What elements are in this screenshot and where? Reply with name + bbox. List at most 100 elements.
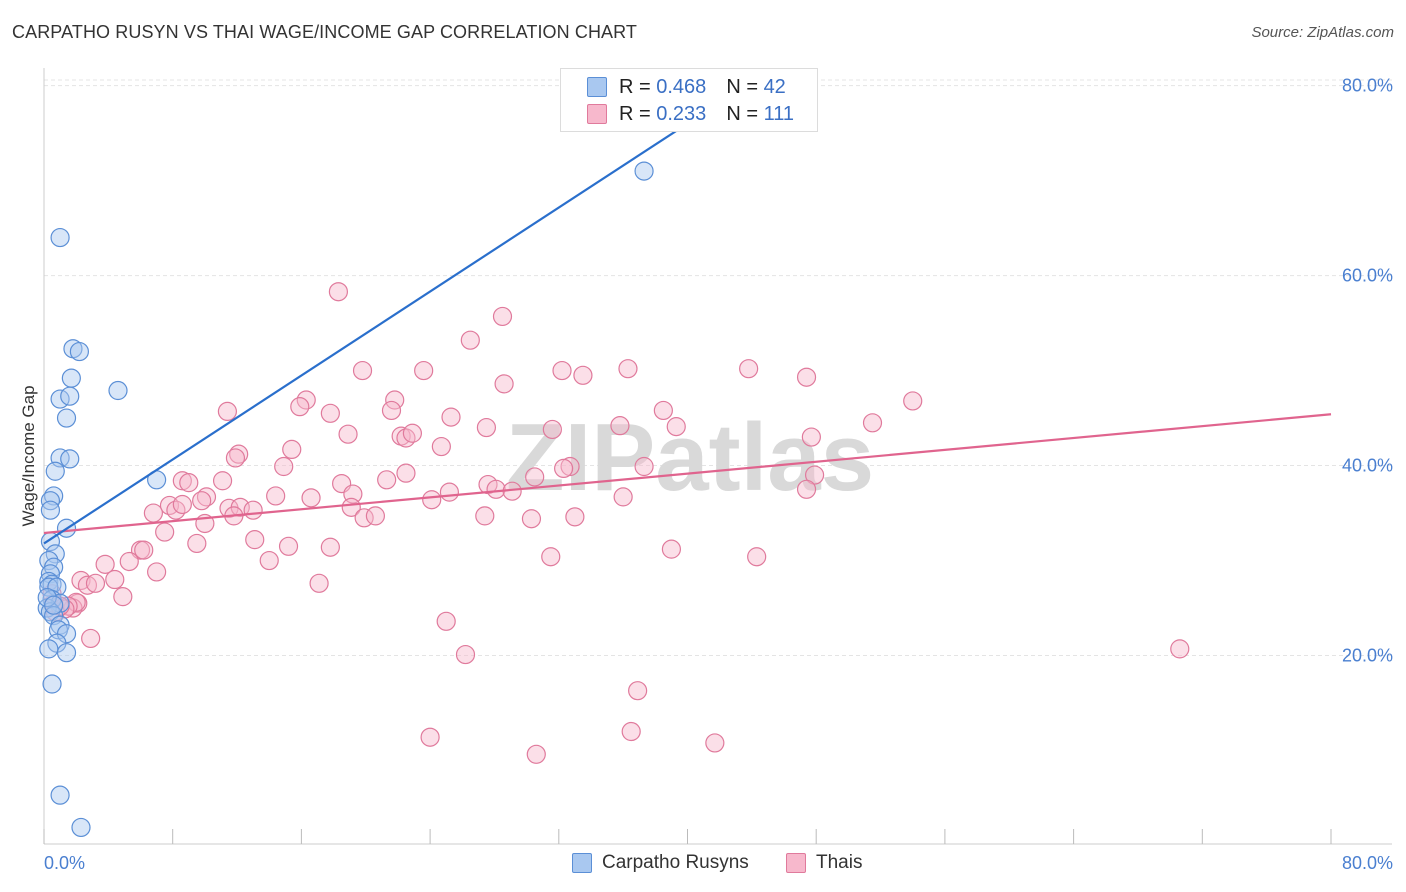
carpatho-rusyn-point (71, 817, 91, 838)
thai-point (796, 367, 817, 387)
legend-r-value: 0.468 (656, 75, 707, 98)
thai-point (494, 374, 514, 394)
thai-point (492, 306, 513, 327)
thais-trend-line (43, 413, 1332, 535)
thai-point (77, 575, 98, 595)
legend-row-carpatho: R = 0.468 N = 42 (587, 74, 786, 100)
legend-label: Thais (816, 852, 863, 873)
thai-point (554, 458, 574, 479)
thai-point (475, 506, 495, 526)
y-tick-label: 80.0% (1342, 76, 1393, 96)
thai-point (402, 423, 423, 443)
thai-point (179, 473, 199, 493)
x-tick-label: 80.0% (1342, 853, 1393, 873)
thai-point (338, 424, 358, 444)
thai-point (217, 401, 237, 422)
thai-point (431, 436, 451, 457)
blue-swatch-icon (572, 853, 592, 873)
thai-point (290, 397, 310, 417)
thai-point (155, 522, 175, 542)
thai-point (134, 540, 154, 560)
thais-points (42, 282, 1190, 764)
thai-point (365, 506, 386, 526)
thai-point (225, 448, 246, 468)
thai-point (229, 444, 249, 464)
legend-n-value: 111 (763, 102, 794, 125)
thai-point (460, 330, 480, 350)
axes (43, 68, 1392, 845)
thai-point (377, 470, 397, 490)
thai-point (541, 547, 561, 567)
pink-swatch-icon (786, 853, 806, 873)
thai-point (113, 587, 133, 607)
carpatho-rusyn-point (42, 674, 62, 694)
y-tick-label: 20.0% (1342, 646, 1393, 666)
thai-point (85, 573, 106, 593)
carpatho-rusyn-point (44, 595, 64, 615)
thai-point (747, 547, 767, 567)
thai-point (414, 360, 434, 381)
thai-point (739, 359, 759, 379)
thai-point (243, 500, 263, 520)
legend-row-thais: R = 0.233 N = 111 (587, 101, 794, 127)
thai-point (436, 611, 456, 631)
thai-point (81, 628, 101, 649)
source-label: Source: ZipAtlas.com (1251, 24, 1394, 41)
thai-point (613, 487, 633, 507)
thai-point (95, 554, 115, 574)
thai-point (526, 744, 546, 764)
legend-item-thais[interactable]: Thais (786, 852, 862, 874)
thai-point (618, 359, 638, 379)
carpatho-rusyn-point (50, 227, 70, 248)
legend-item-carpatho-rusyns[interactable]: Carpatho Rusyns (572, 852, 749, 874)
legend-n-value: 42 (763, 75, 786, 98)
y-tick-label: 60.0% (1342, 266, 1393, 286)
thai-point (301, 488, 321, 508)
thai-point (320, 537, 340, 557)
carpatho-rusyn-point (69, 341, 89, 362)
carpatho-rusyn-point (40, 500, 61, 520)
carpatho-rusyn-point (61, 368, 81, 388)
thai-point (119, 551, 139, 572)
blue-swatch-icon (587, 77, 607, 97)
stats-legend: R = 0.468 N = 42 R = 0.233 N = 111 (560, 68, 818, 132)
watermark: ZIPatlas (506, 404, 874, 511)
carpatho-rusyns-points (37, 161, 654, 838)
carpatho-rusyn-point (47, 577, 67, 597)
thai-point (381, 400, 402, 421)
chart-title: CARPATHO RUSYN VS THAI WAGE/INCOME GAP C… (12, 22, 638, 42)
thai-point (259, 550, 279, 571)
thai-point (804, 465, 825, 485)
carpatho-rusyn-point (108, 380, 128, 401)
legend-r-value: 0.233 (656, 102, 707, 125)
thai-point (439, 482, 460, 502)
thai-point (282, 439, 302, 460)
thai-point (328, 282, 349, 302)
y-tick-label: 40.0% (1342, 456, 1393, 476)
thai-point (486, 479, 506, 499)
thai-point (796, 479, 817, 499)
carpatho-rusyn-point (56, 408, 77, 428)
carpatho-rusyn-point (50, 785, 70, 805)
carpatho-rusyn-point (44, 606, 64, 626)
thai-point (521, 509, 542, 529)
thai-point (666, 417, 686, 437)
thai-point (274, 456, 294, 477)
thai-point (476, 417, 497, 438)
thai-point (1170, 639, 1190, 659)
y-axis-label: Wage/Income Gap (19, 385, 38, 526)
thai-point (653, 400, 673, 421)
thai-point (143, 503, 163, 523)
carpatho-rusyn-point (60, 386, 80, 406)
thai-point (610, 416, 630, 436)
thai-point (147, 562, 167, 582)
thai-point (573, 365, 593, 385)
legend-n-label: N = (726, 102, 758, 125)
thai-point (172, 494, 192, 515)
thai-point (525, 467, 545, 487)
tick-labels: 20.0% 40.0% 60.0% 80.0% 0.0% 80.0% (44, 76, 1393, 873)
thai-point (385, 390, 405, 410)
thai-point (903, 391, 923, 411)
thai-point (441, 407, 461, 427)
